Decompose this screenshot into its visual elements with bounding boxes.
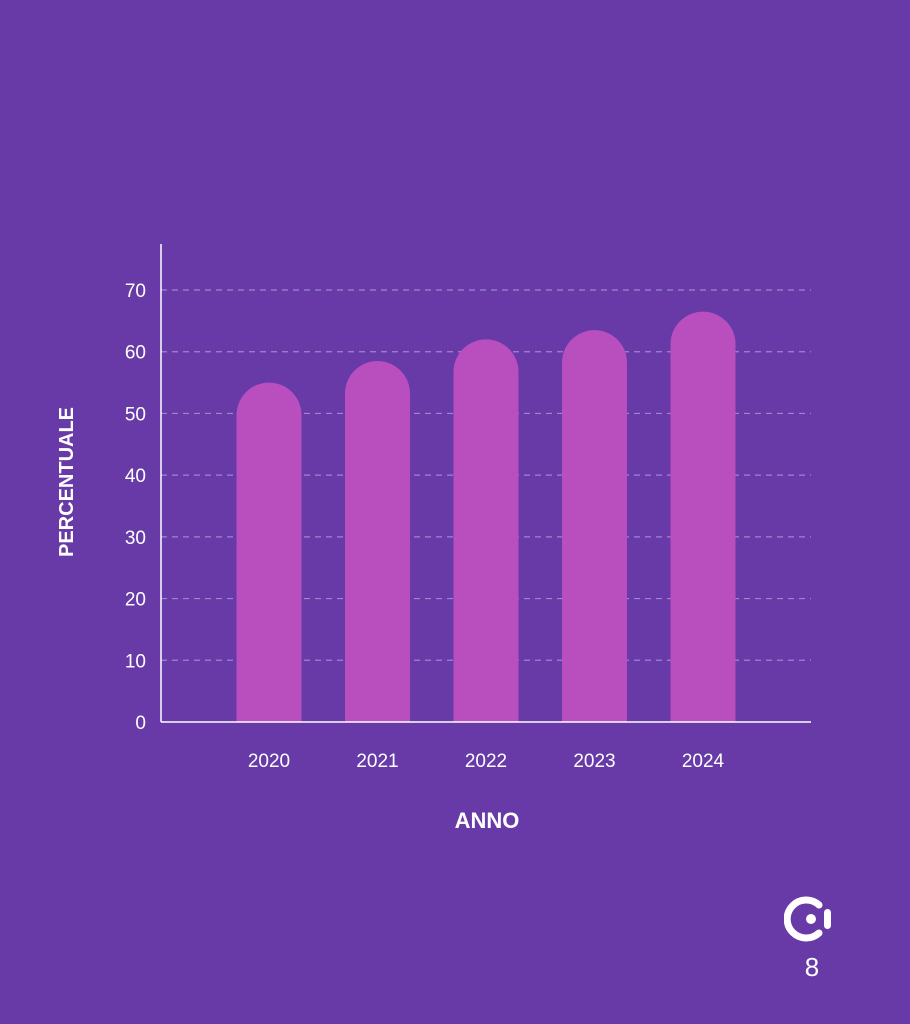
x-tick-label: 2020 (248, 751, 290, 772)
y-tick-label: 70 (125, 281, 146, 302)
x-axis-label: ANNO (455, 808, 520, 833)
bar-2022 (453, 339, 519, 722)
y-tick-labels: 0 10 20 30 40 50 60 70 (125, 281, 146, 734)
bar-2024 (670, 311, 736, 722)
bar-2023 (562, 330, 627, 722)
axes (160, 244, 811, 723)
y-tick-label: 30 (125, 528, 146, 549)
brand-logo-icon (784, 896, 831, 942)
y-tick-label: 50 (125, 404, 146, 425)
x-tick-label: 2024 (682, 751, 725, 772)
x-tick-label: 2022 (465, 751, 507, 772)
page-number: 8 (804, 952, 820, 982)
y-tick-label: 40 (125, 466, 146, 487)
y-tick-label: 60 (125, 343, 146, 364)
bars (236, 311, 736, 722)
x-tick-label: 2023 (573, 751, 615, 772)
y-tick-label: 0 (135, 713, 146, 734)
y-tick-label: 20 (125, 590, 146, 611)
x-tick-label: 2021 (356, 751, 398, 772)
y-tick-label: 10 (125, 651, 146, 672)
x-tick-labels: 2020 2021 2022 2023 2024 (248, 751, 725, 772)
y-axis-label: PERCENTUALE (56, 407, 78, 557)
bar-2021 (345, 360, 410, 722)
bar-2020 (236, 382, 302, 722)
